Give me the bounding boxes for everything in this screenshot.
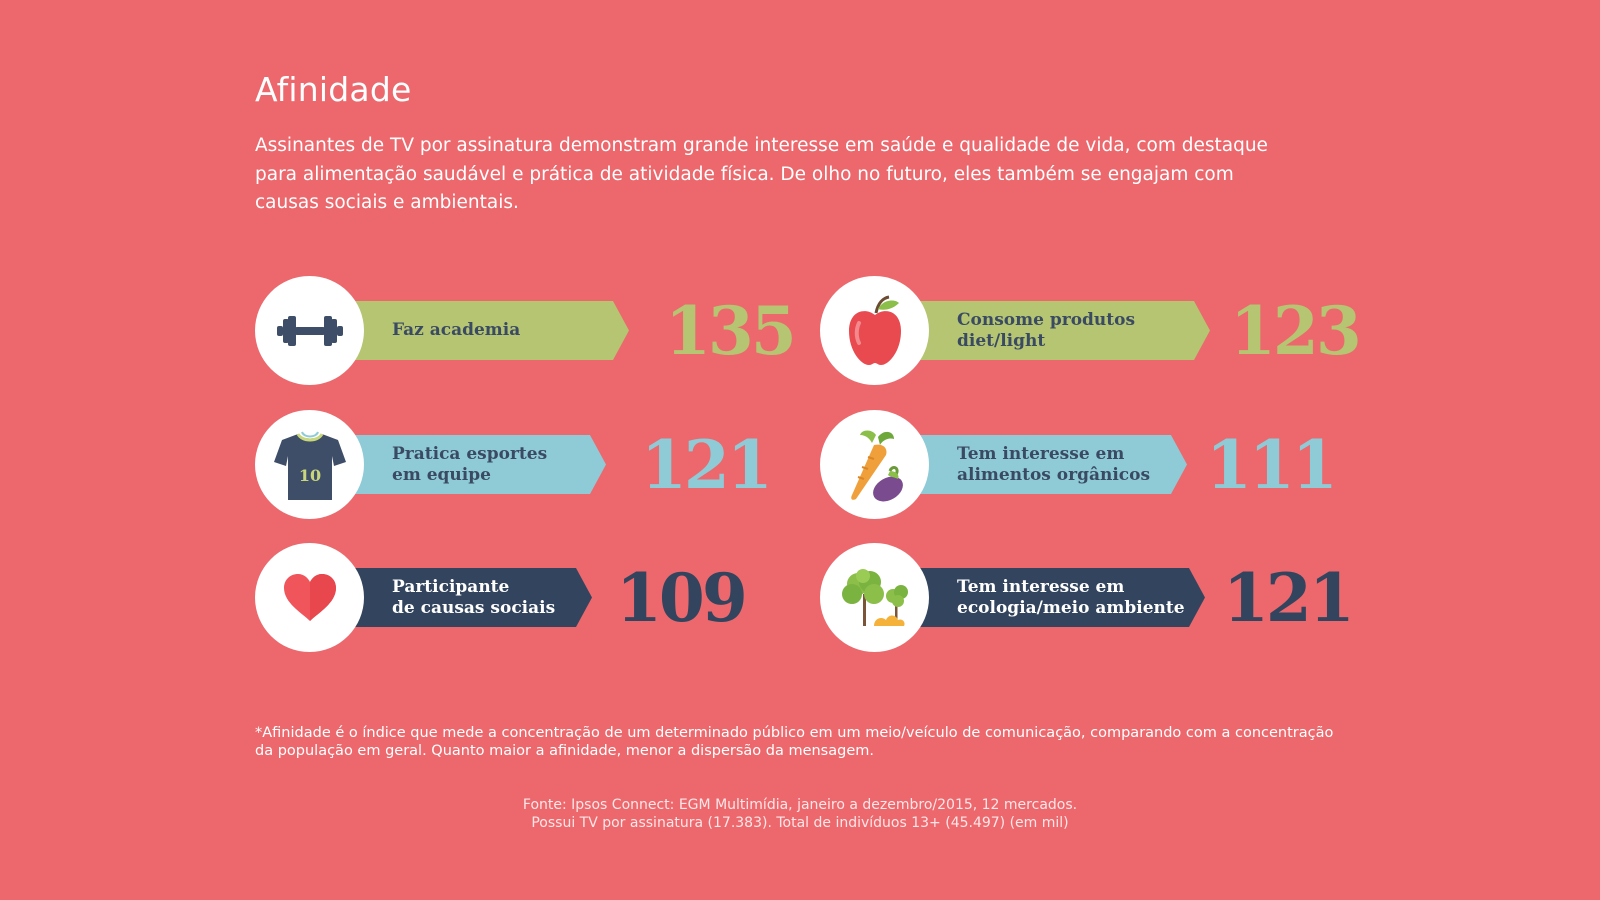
affinity-label: Tem interesse em alimentos orgânicos [957,443,1151,485]
affinity-value: 121 [641,426,773,504]
affinity-label: Tem interesse em ecologia/meio ambiente [957,576,1185,618]
jersey-icon: 10 [255,410,364,519]
affinity-banner: Tem interesse em ecologia/meio ambiente [912,568,1205,627]
affinity-banner: Pratica esportes em equipe [347,435,606,494]
affinity-label: Participante de causas sociais [392,576,556,618]
page-title: Afinidade [255,70,412,109]
affinity-item-diet-light: Consome produtos diet/light 123 [820,276,1362,386]
affinity-value: 123 [1230,292,1362,370]
affinity-value: 109 [616,559,748,637]
intro-paragraph: Assinantes de TV por assinatura demonstr… [255,135,1268,213]
affinity-item-causas-sociais: Participante de causas sociais 109 [255,543,795,653]
source-note: Fonte: Ipsos Connect: EGM Multimídia, ja… [0,797,1600,832]
apple-icon [820,276,929,385]
affinity-banner: Consome produtos diet/light [912,301,1210,360]
affinity-item-organicos: Tem interesse em alimentos orgânicos 111 [820,410,1360,520]
affinity-banner: Faz academia [347,301,629,360]
vegetables-icon [820,410,929,519]
footnote: *Afinidade é o índice que mede a concent… [255,725,1334,759]
dumbbell-icon [255,276,364,385]
affinity-value: 121 [1223,559,1355,637]
affinity-item-ecologia: Tem interesse em ecologia/meio ambiente … [820,543,1360,653]
affinity-value: 111 [1206,426,1338,504]
affinity-label: Consome produtos diet/light [957,309,1136,351]
affinity-banner: Tem interesse em alimentos orgânicos [912,435,1187,494]
affinity-banner: Participante de causas sociais [347,568,592,627]
affinity-item-esportes: 10 Pratica esportes em equipe 121 [255,410,795,520]
jersey-number: 10 [298,466,320,485]
heart-icon [255,543,364,652]
affinity-item-academia: Faz academia 135 [255,276,797,386]
affinity-value: 135 [665,292,797,370]
affinity-label: Faz academia [392,320,521,340]
source-line-2: Possui TV por assinatura (17.383). Total… [531,814,1069,831]
affinity-label: Pratica esportes em equipe [392,443,548,485]
trees-icon [820,543,929,652]
source-line-1: Fonte: Ipsos Connect: EGM Multimídia, ja… [522,797,1078,813]
